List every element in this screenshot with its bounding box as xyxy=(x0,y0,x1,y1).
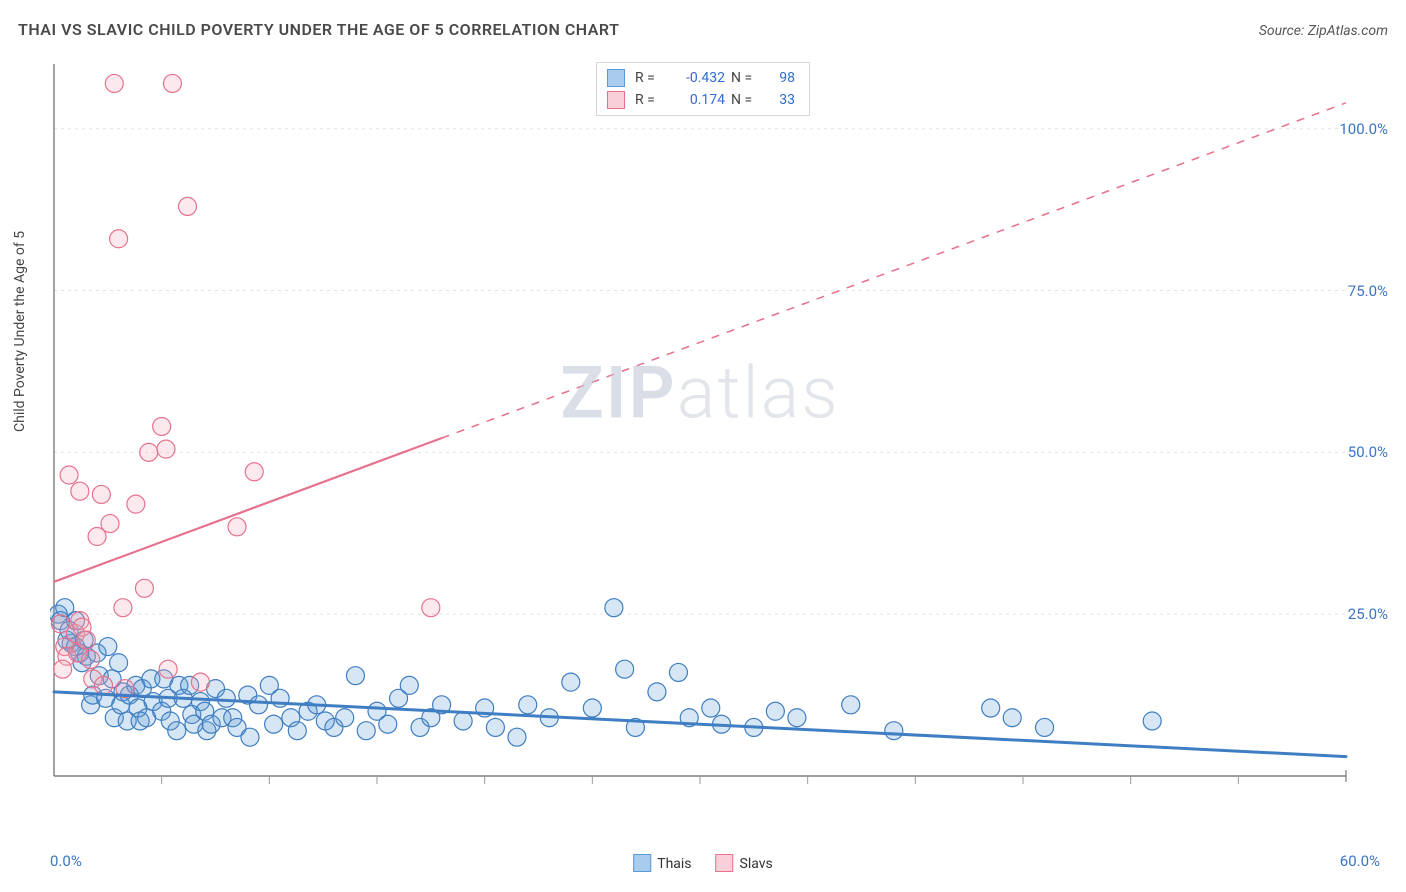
stat-r-label: R = xyxy=(635,70,663,86)
stat-n-value-thais: 98 xyxy=(765,70,795,86)
chart-container: THAI VS SLAVIC CHILD POVERTY UNDER THE A… xyxy=(0,0,1406,892)
y-tick-label: 50.0% xyxy=(1348,443,1388,461)
y-tick-label: 25.0% xyxy=(1348,605,1388,623)
x-min-label: 0.0% xyxy=(50,852,82,870)
stat-swatch-slavs xyxy=(607,91,625,109)
legend-swatch-slavs xyxy=(716,854,734,872)
legend-label-slavs: Slavs xyxy=(740,856,773,872)
legend-swatch-thais xyxy=(633,854,651,872)
source-prefix: Source: xyxy=(1259,23,1308,39)
chart-title: THAI VS SLAVIC CHILD POVERTY UNDER THE A… xyxy=(18,20,619,39)
stat-r-value-slavs: 0.174 xyxy=(669,92,725,108)
source-name: ZipAtlas.com xyxy=(1308,23,1388,39)
x-max-label: 60.0% xyxy=(1340,852,1380,870)
scatter-svg xyxy=(50,60,1350,800)
stat-r-value-thais: -0.432 xyxy=(669,70,725,86)
correlation-stat-panel: R = -0.432 N = 98 R = 0.174 N = 33 xyxy=(596,62,810,116)
stat-n-label: N = xyxy=(731,70,759,86)
legend-label-thais: Thais xyxy=(657,856,691,872)
stat-n-value-slavs: 33 xyxy=(765,92,795,108)
legend-item-slavs: Slavs xyxy=(716,854,773,872)
source-attribution: Source: ZipAtlas.com xyxy=(1259,23,1388,39)
title-row: THAI VS SLAVIC CHILD POVERTY UNDER THE A… xyxy=(18,20,1388,39)
stat-swatch-thais xyxy=(607,69,625,87)
stat-n-label: N = xyxy=(731,92,759,108)
legend-item-thais: Thais xyxy=(633,854,691,872)
y-tick-label: 100.0% xyxy=(1339,120,1388,138)
y-axis-label: Child Poverty Under the Age of 5 xyxy=(12,231,28,432)
stat-r-label: R = xyxy=(635,92,663,108)
plot-area: ZIPatlas xyxy=(50,60,1350,800)
y-tick-label: 75.0% xyxy=(1348,282,1388,300)
bottom-legend: Thais Slavs xyxy=(633,854,773,872)
